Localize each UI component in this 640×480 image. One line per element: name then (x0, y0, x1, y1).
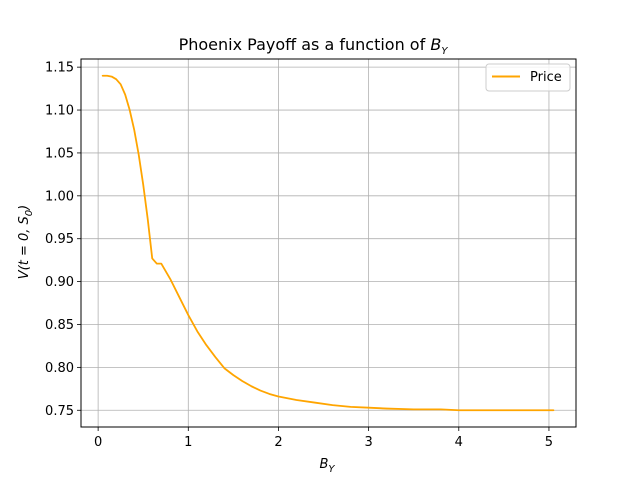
legend-box (485, 63, 571, 92)
legend-label-price: Price (530, 70, 562, 85)
x-tick-label: 0 (94, 435, 102, 450)
series-layer (101, 74, 555, 412)
x-tick-label: 3 (364, 435, 372, 450)
y-tick-label: 1.05 (45, 146, 74, 161)
plot-frame (80, 58, 577, 428)
y-tick-label: 0.80 (45, 361, 74, 376)
y-tick-label: 0.85 (45, 318, 74, 333)
y-tick-label: 1.10 (45, 104, 74, 119)
y-tick-label: 1.15 (45, 61, 74, 76)
x-axis-label: BY (319, 457, 335, 475)
y-tick-label: 0.95 (45, 232, 74, 247)
grid (81, 59, 576, 427)
series-line-price (101, 74, 555, 412)
x-tick-label: 5 (545, 435, 553, 450)
x-tick-label: 4 (455, 435, 463, 450)
title-symbol-sub: Y (441, 46, 448, 57)
x-tick-label: 2 (274, 435, 282, 450)
chart-title: Phoenix Payoff as a function of BY (179, 35, 449, 57)
y-tick-label: 1.00 (45, 189, 74, 204)
y-axis-label: V(t = 0, S0) (17, 205, 35, 279)
title-symbol: B (430, 35, 441, 54)
y-tick-label: 0.75 (45, 404, 74, 419)
x-tick-label: 1 (184, 435, 192, 450)
legend: Price (485, 63, 571, 92)
ticks: 0 1 2 3 4 5 0.75 0.80 0.85 0.90 0.95 1.00 1.05 1.10 1.… (45, 61, 553, 450)
y-tick-label: 0.90 (45, 275, 74, 290)
